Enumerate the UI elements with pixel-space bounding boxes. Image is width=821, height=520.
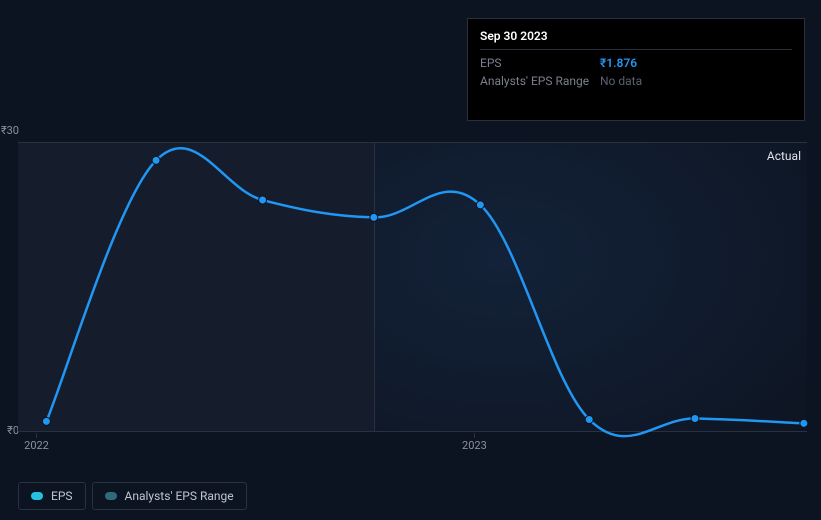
tooltip-date: Sep 30 2023 <box>480 27 792 50</box>
data-point[interactable] <box>800 419 808 427</box>
data-point[interactable] <box>585 415 593 423</box>
eps-line <box>46 148 803 436</box>
tooltip-label: EPS <box>480 54 600 72</box>
chart-legend: EPS Analysts' EPS Range <box>18 482 247 510</box>
y-axis-max-label: ₹30 <box>0 124 19 137</box>
data-point[interactable] <box>691 415 699 423</box>
legend-swatch-icon <box>31 492 43 500</box>
tooltip-value: No data <box>600 72 642 90</box>
tooltip-row-range: Analysts' EPS Range No data <box>480 72 792 90</box>
legend-item-eps[interactable]: EPS <box>18 482 86 510</box>
data-point[interactable] <box>370 213 378 221</box>
x-axis-label: 2023 <box>462 439 487 452</box>
x-axis-label: 2022 <box>24 439 49 452</box>
x-axis-tick <box>36 433 37 438</box>
chart-plot-area[interactable]: Actual 20222023 <box>18 142 807 432</box>
legend-label: EPS <box>51 489 73 503</box>
tooltip-panel: Sep 30 2023 EPS ₹1.876 Analysts' EPS Ran… <box>467 18 805 121</box>
tooltip-label: Analysts' EPS Range <box>480 72 600 90</box>
data-point[interactable] <box>259 196 267 204</box>
x-axis-tick <box>474 433 475 438</box>
data-point[interactable] <box>42 417 50 425</box>
tooltip-value: ₹1.876 <box>600 54 637 72</box>
legend-item-range[interactable]: Analysts' EPS Range <box>92 482 247 510</box>
data-point[interactable] <box>476 201 484 209</box>
legend-label: Analysts' EPS Range <box>125 489 234 503</box>
data-point[interactable] <box>152 156 160 164</box>
y-axis-min-label: ₹0 <box>0 424 19 437</box>
legend-swatch-icon <box>105 492 117 500</box>
chart-svg <box>18 143 807 431</box>
tooltip-row-eps: EPS ₹1.876 <box>480 54 792 72</box>
